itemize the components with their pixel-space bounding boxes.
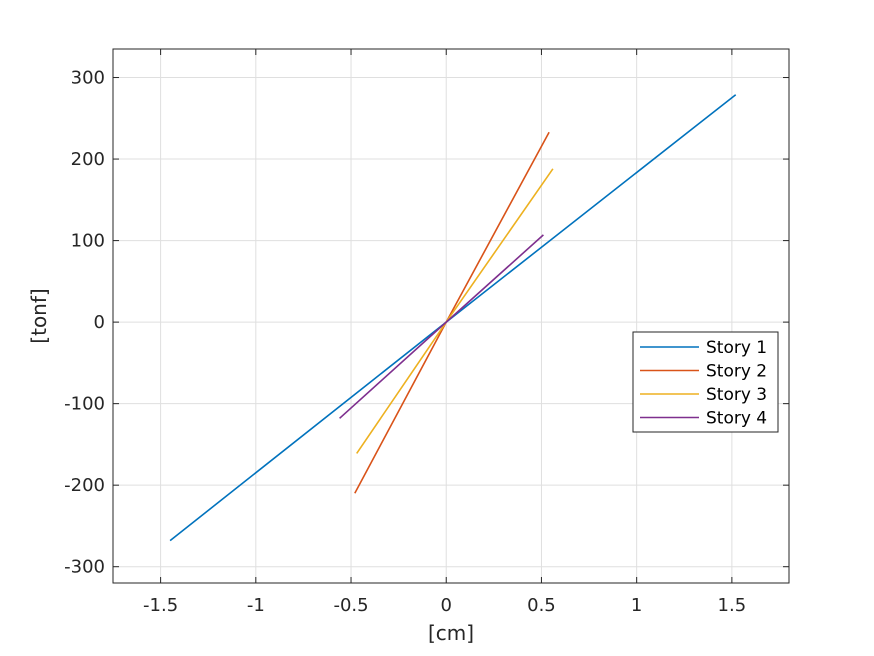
- legend-label: Story 3: [706, 385, 767, 405]
- x-tick-label: 0.5: [527, 595, 556, 616]
- y-tick-label: 100: [71, 231, 105, 252]
- legend: Story 1 Story 2 Story 3 Story 4: [632, 331, 779, 433]
- legend-label: Story 2: [706, 362, 767, 382]
- y-tick-label: -200: [64, 475, 105, 496]
- legend-box: [632, 331, 779, 433]
- series-line-story-4: [339, 234, 544, 419]
- y-axis-title: [tonf]: [27, 288, 51, 343]
- legend-label: Story 4: [706, 409, 767, 429]
- x-axis-title: [cm]: [428, 621, 474, 645]
- x-tick-label: 0: [441, 595, 452, 616]
- x-tick-label: 1.5: [718, 595, 747, 616]
- legend-label: Story 1: [706, 338, 767, 358]
- y-tick-label: 300: [71, 68, 105, 89]
- x-tick-label: -1.5: [143, 595, 178, 616]
- x-tick-label: 1: [631, 595, 642, 616]
- x-tick-label: -0.5: [333, 595, 368, 616]
- ticks: -1.5 -1 -0.5 0 0.5 1 1.5 -300 -200 -100 0 100 200 300: [64, 49, 789, 616]
- series-lines: [169, 94, 737, 542]
- y-tick-label: 200: [71, 149, 105, 170]
- y-tick-label: -100: [64, 394, 105, 415]
- plot-frame: [112, 48, 790, 584]
- y-tick-label: -300: [64, 557, 105, 578]
- x-tick-label: -1: [247, 595, 265, 616]
- y-tick-label: 0: [94, 312, 105, 333]
